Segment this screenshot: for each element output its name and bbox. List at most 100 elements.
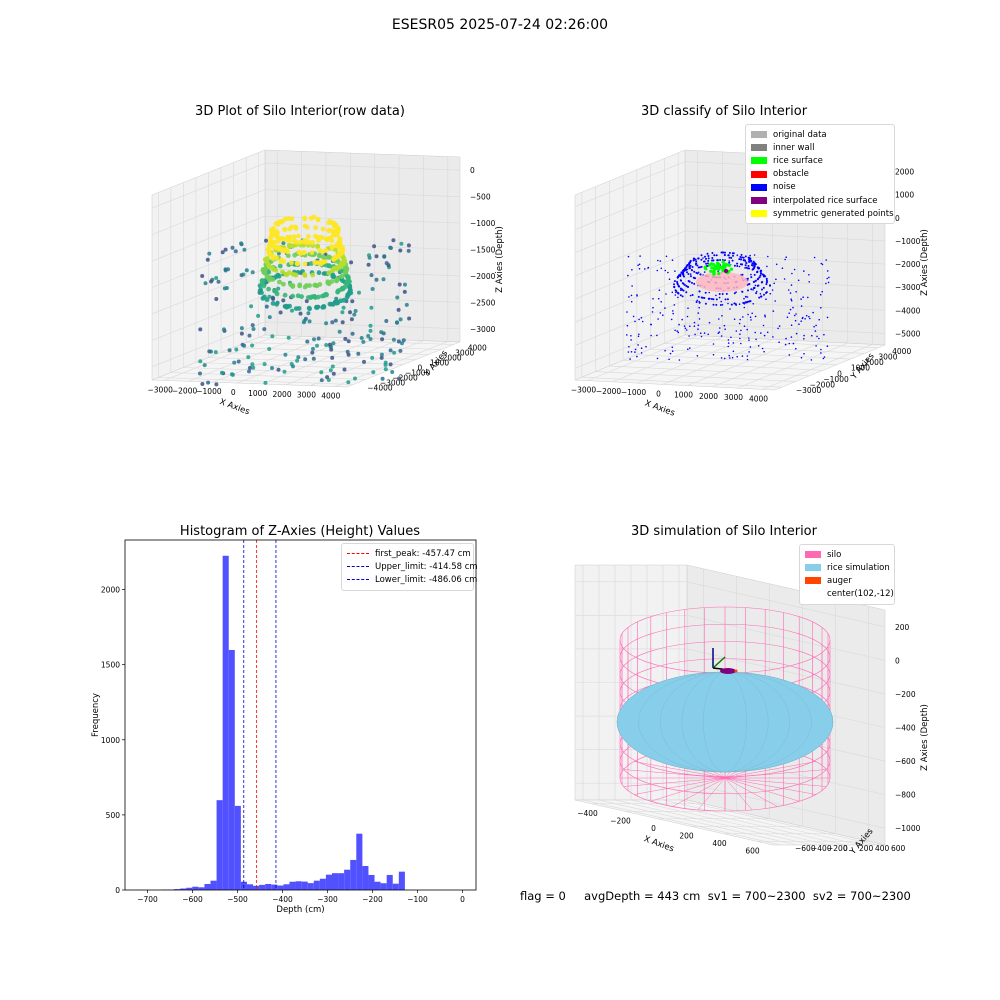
data-point [311,346,315,351]
data-point [398,248,403,253]
noise-point [699,332,702,335]
data-point [406,243,411,248]
p1-grid-z [151,162,461,209]
noise-point [777,327,779,330]
noise-point [724,251,726,254]
noise-point [747,289,749,292]
noise-point [760,295,763,298]
histogram-bar [307,883,314,890]
noise-point [746,277,749,280]
y-tick-label: 1500 [101,661,120,670]
noise-point [773,282,775,285]
p4-ztick-label: −800 [895,791,916,800]
p1-xtick-label: −3000 [148,385,174,394]
noise-point [809,317,811,320]
noise-point [761,347,764,350]
data-point [309,250,315,256]
legend-swatch [805,551,821,559]
data-point [270,334,275,339]
noise-point [821,290,823,293]
data-point [263,380,268,385]
p1-ztick-label: −2500 [470,298,496,307]
legend-item: first_peak: -457.47 cm [347,547,471,560]
noise-point [696,299,698,302]
noise-point [815,324,817,327]
noise-point [748,257,751,260]
p4-ytick-label: 200 [859,844,874,853]
p4-grid-x [723,598,836,835]
data-point [213,350,218,355]
data-point [404,302,409,307]
noise-point [657,318,659,320]
rice-surface-point [711,270,715,274]
data-point [306,311,311,316]
data-point [270,295,275,300]
p2-ytick-label: 1000 [851,364,870,373]
data-point [403,282,407,287]
noise-point [769,292,772,295]
noise-point [763,350,765,353]
noise-point [687,286,690,288]
noise-point [754,315,757,318]
p4-ytick-label: −400 [811,844,832,853]
histogram-bar [228,649,235,890]
noise-point [749,254,751,257]
data-point [327,227,333,233]
noise-point [803,270,805,272]
noise-point [734,303,737,306]
noise-point [721,304,724,306]
data-point [301,320,306,325]
legend-label: rice simulation [827,562,890,573]
data-point [314,304,319,310]
p2-xtick-label: −2000 [596,387,622,396]
data-point [397,282,402,287]
data-point [344,294,350,300]
data-point [302,261,308,267]
noise-point [710,298,713,300]
noise-point [688,265,691,268]
data-point [397,376,402,381]
p2-ytick-label: 2000 [865,358,884,367]
data-point [264,304,269,309]
noise-point [764,314,766,317]
noise-point [721,293,724,295]
data-point [343,336,348,341]
noise-point [736,262,739,265]
data-point [306,295,311,300]
noise-point [671,291,674,294]
noise-point [778,341,780,344]
data-point [267,347,272,351]
legend-swatch [751,183,767,191]
data-point [369,273,374,278]
data-point [300,239,306,245]
data-point [198,371,202,376]
noise-point [820,352,822,354]
p4-grid-z [575,581,886,628]
data-point [327,342,332,347]
noise-point [723,254,726,256]
p1-xtick-label: 1000 [248,389,267,398]
data-point [247,369,251,374]
noise-point [805,314,808,317]
noise-point [733,264,736,267]
noise-point [823,333,825,336]
raw-data-3d-plot: −3000 −2000 −1000 0 1000 2000 3000 400040003000… [148,149,505,418]
noise-point [718,296,721,299]
noise-point [798,323,800,326]
noise-point [637,344,639,346]
noise-point [735,330,738,332]
p1-ztick-label: −3000 [470,325,496,334]
noise-point [638,263,641,266]
data-point [232,360,237,365]
noise-point [753,273,756,276]
noise-point [730,336,732,339]
p1-grid-z [151,242,461,288]
noise-point [694,258,697,261]
noise-point [704,255,706,258]
noise-point [687,307,689,310]
p2-xtick-label: 1000 [674,391,693,400]
noise-point [634,320,636,323]
noise-point [708,297,710,300]
data-point [319,235,325,240]
noise-point [729,308,731,310]
